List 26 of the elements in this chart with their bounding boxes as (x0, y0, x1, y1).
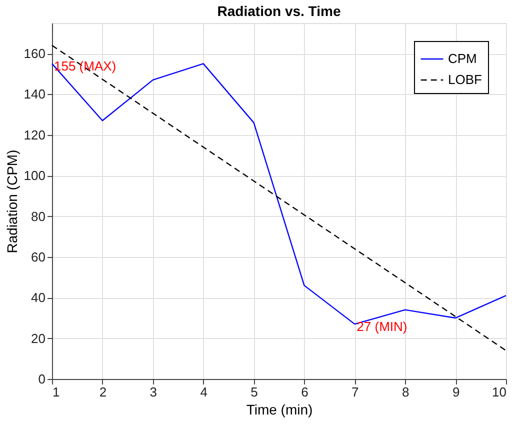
chart-title: Radiation vs. Time (217, 3, 341, 19)
x-tick-label: 1 (52, 384, 60, 400)
y-tick-label: 80 (31, 208, 46, 224)
y-tick-label: 40 (31, 290, 46, 306)
y-tick-label: 100 (24, 168, 46, 184)
x-tick-label: 3 (150, 384, 158, 400)
x-axis-title: Time (min) (246, 402, 313, 418)
legend-label: CPM (448, 51, 477, 66)
y-tick-label: 20 (31, 330, 46, 346)
y-tick-label: 140 (24, 86, 46, 102)
legend-label: LOBF (448, 72, 482, 87)
x-tick-label: 7 (352, 384, 359, 400)
y-axis-title: Radiation (CPM) (4, 150, 20, 254)
x-tick-label: 4 (200, 384, 208, 400)
x-tick-label: 9 (452, 384, 460, 400)
x-tick-label: 5 (250, 384, 258, 400)
annotation: 155 (MAX) (54, 58, 116, 74)
x-tick-label: 10 (492, 384, 506, 400)
x-tick-label: 2 (99, 384, 107, 400)
x-tick-label: 6 (301, 384, 308, 400)
y-tick-label: 60 (31, 249, 46, 264)
annotation: 27 (MIN) (356, 319, 408, 334)
y-tick-label: 120 (24, 127, 46, 142)
y-tick-label: 160 (24, 46, 46, 62)
y-tick-label: 0 (38, 372, 46, 386)
x-tick-label: 8 (402, 384, 410, 400)
